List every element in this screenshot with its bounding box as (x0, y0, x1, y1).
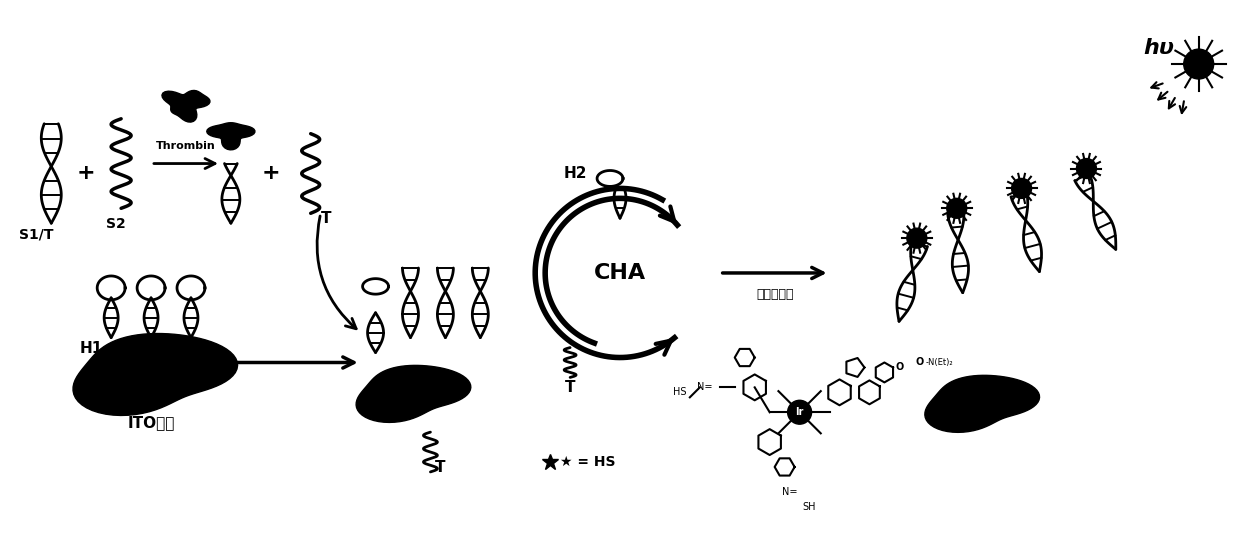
Text: T: T (320, 211, 331, 226)
Polygon shape (207, 123, 255, 150)
Circle shape (906, 228, 926, 248)
Text: S1/T: S1/T (19, 227, 53, 241)
Polygon shape (73, 334, 238, 415)
Text: CHA: CHA (594, 263, 646, 283)
Text: 纳米金探针: 纳米金探针 (756, 288, 794, 301)
Polygon shape (162, 91, 210, 122)
Text: H1: H1 (79, 341, 103, 356)
Circle shape (1012, 179, 1032, 198)
Polygon shape (925, 375, 1039, 432)
Text: -N(Et)₂: -N(Et)₂ (925, 358, 954, 367)
Text: O: O (915, 358, 924, 367)
Text: O: O (895, 362, 904, 373)
Text: hυ: hυ (1143, 38, 1174, 58)
Text: S2: S2 (107, 217, 126, 231)
Circle shape (1076, 158, 1096, 179)
Text: Ir: Ir (795, 407, 804, 417)
Text: SH: SH (802, 502, 816, 512)
Text: T: T (565, 381, 575, 395)
Text: +: + (262, 164, 280, 183)
Text: N=: N= (782, 487, 797, 497)
Polygon shape (356, 366, 471, 423)
Circle shape (947, 198, 967, 218)
Text: Thrombin: Thrombin (156, 141, 216, 151)
Text: ★ = HS: ★ = HS (560, 455, 615, 469)
Text: T: T (435, 460, 445, 475)
Text: +: + (77, 164, 95, 183)
Text: N=: N= (697, 382, 713, 392)
Circle shape (1184, 49, 1214, 79)
Text: ITO电极: ITO电极 (128, 415, 175, 430)
Circle shape (787, 400, 811, 424)
Text: HS: HS (673, 387, 687, 397)
Text: H2: H2 (563, 166, 587, 181)
